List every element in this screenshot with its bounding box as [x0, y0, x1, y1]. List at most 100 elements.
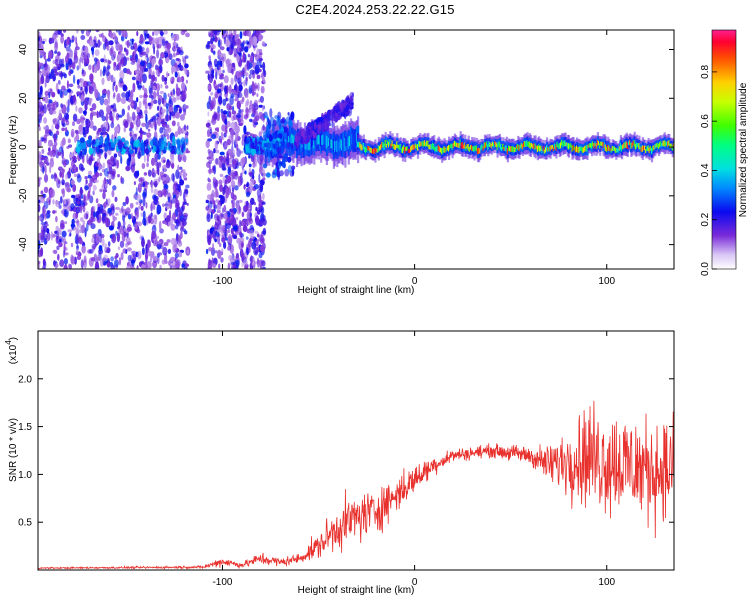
y-tick-label: -40 — [18, 237, 29, 252]
spectrogram-cell — [261, 172, 267, 177]
spectrogram-cell — [514, 146, 517, 152]
spectrogram-cell — [307, 139, 310, 150]
spectrogram-cell — [227, 228, 230, 234]
spectrogram-cell — [252, 30, 257, 35]
spectrogram-cell — [141, 264, 146, 269]
spectrogram-cell — [665, 141, 668, 146]
spectrogram-cell — [250, 197, 255, 205]
spectrogram-cell — [232, 159, 237, 166]
spectrogram-cell — [420, 142, 423, 147]
spectrogram-cell — [43, 51, 46, 59]
spectrogram-cell — [76, 255, 82, 261]
spectrogram-cell — [664, 141, 667, 147]
spectrogram-cell — [223, 110, 228, 115]
spectrogram-cell — [108, 225, 114, 231]
spectrogram-cell — [145, 53, 149, 58]
spectrogram-cell — [136, 194, 142, 202]
spectrogram-cell — [112, 112, 115, 119]
spectrogram-cell — [495, 142, 498, 147]
spectrogram-cell — [296, 138, 300, 147]
spectrogram-cell — [185, 138, 188, 144]
spectrogram-cell — [98, 164, 102, 168]
spectrogram-cell — [517, 143, 520, 151]
spectrogram-cell — [40, 190, 44, 195]
spectrogram-cell — [102, 43, 107, 51]
spectrogram-cell — [128, 89, 131, 98]
spectrogram-cell — [139, 127, 143, 134]
spectrogram-cell — [207, 201, 213, 209]
spectrogram-cell — [123, 126, 127, 133]
spectrogram-cell — [55, 200, 60, 208]
spectrogram-cell — [367, 145, 370, 151]
spectrogram-cell — [115, 230, 118, 236]
spectrogram-cell — [539, 145, 542, 152]
spectrogram-cell — [235, 253, 240, 258]
spectrogram-cell — [220, 251, 224, 256]
spectrogram-cell — [214, 140, 218, 150]
spectrogram-cell — [480, 145, 483, 151]
spectrogram-panel: -100 0 100 -40 -20 0 20 40 Height of straight l… — [8, 29, 675, 296]
spectrogram-cell — [79, 203, 83, 214]
spectrogram-cell — [205, 199, 209, 204]
spectrogram-cell — [155, 83, 161, 92]
spectrogram-cell — [121, 138, 126, 143]
spectrogram-cell — [158, 116, 161, 127]
spectrogram-cell — [349, 95, 352, 103]
spectrogram-cell — [74, 48, 78, 58]
spectrogram-cell — [209, 128, 213, 135]
spectrogram-cell — [603, 142, 606, 149]
spectrogram-cell — [223, 212, 228, 220]
spectrogram-cell — [96, 157, 101, 164]
spectrogram-cell — [224, 142, 227, 148]
spectrogram-cell — [414, 143, 417, 149]
spectrogram-cell — [332, 139, 335, 153]
spectrogram-cell — [293, 135, 296, 146]
spectrogram-cell — [263, 69, 267, 78]
spectrogram-cell — [128, 42, 133, 47]
spectrogram-cell — [65, 120, 70, 126]
spectrogram-cell — [211, 118, 217, 125]
spectrogram-cell — [65, 173, 69, 180]
spectrogram-cell — [573, 146, 576, 151]
spectrogram-cell — [80, 30, 85, 35]
spectrogram-cell — [137, 250, 142, 260]
spectrogram-cell — [76, 233, 79, 241]
spectrogram-cell — [65, 182, 71, 192]
spectrogram-cell — [425, 142, 427, 147]
spectrogram-cell — [284, 168, 290, 177]
spectrogram-cell — [141, 122, 147, 128]
spectrogram-cell — [116, 232, 121, 243]
snr-ticks: -100 0 100 0.5 1.0 1.5 2.0 — [18, 331, 674, 588]
spectrogram-cell — [224, 179, 227, 184]
spectrogram-cell — [135, 69, 141, 75]
spectrogram-cell — [206, 123, 209, 127]
spectrogram-cell — [77, 253, 81, 257]
spectrogram-cell — [231, 90, 237, 95]
spectrogram-cell — [484, 142, 487, 148]
spectrogram-cell — [136, 114, 141, 120]
spectrogram-cell — [184, 70, 189, 75]
spectrogram-cell — [342, 102, 347, 106]
spectrogram-cell — [173, 244, 178, 251]
spectrogram-cell — [166, 239, 171, 243]
spectrogram-cell — [56, 245, 60, 251]
spectrogram-cell — [136, 265, 139, 269]
spectrogram-cell — [617, 148, 620, 153]
spectrogram-cell — [236, 148, 241, 158]
spectrogram-cell — [438, 146, 441, 153]
spectrogram-cell — [258, 58, 263, 61]
spectrogram-cell — [412, 144, 415, 150]
spectrogram-cell — [182, 172, 187, 179]
spectrogram-cell — [158, 137, 162, 148]
spectrogram-cell — [112, 185, 117, 191]
spectrogram-cell — [165, 103, 169, 109]
spectrogram-cell — [232, 215, 235, 223]
spectrogram-cell — [79, 137, 85, 144]
spectrogram-cell — [314, 121, 317, 130]
spectrogram-cell — [83, 195, 86, 202]
spectrogram-cell — [88, 147, 94, 155]
spectrogram-cell — [279, 170, 284, 177]
spectrogram-cell — [249, 203, 253, 212]
snr-ylabel: SNR (10 * v/v) — [8, 418, 19, 482]
spectrogram-cell — [69, 263, 72, 269]
